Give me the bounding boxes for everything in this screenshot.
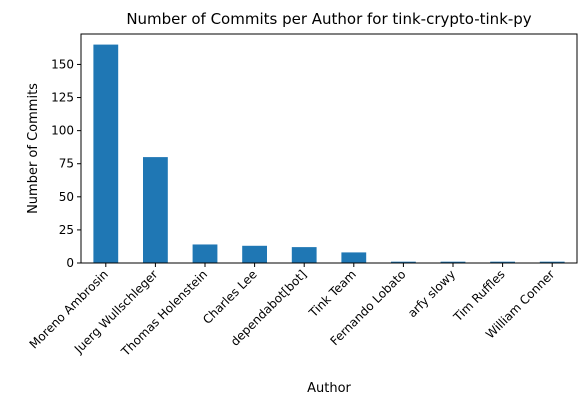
y-tick-label: 75 xyxy=(59,157,74,171)
bar xyxy=(440,261,466,263)
x-tick-label: arfy slowy xyxy=(405,267,458,320)
x-tick-label: Tink Team xyxy=(306,267,359,320)
bar xyxy=(192,244,218,263)
y-axis-label: Number of Commits xyxy=(26,83,41,214)
y-axis: 0 25 50 75 100 125 150 xyxy=(51,57,81,270)
bar xyxy=(539,261,565,263)
y-tick-label: 25 xyxy=(59,223,74,237)
x-tick-label: Juerg Wullschleger xyxy=(71,267,160,356)
bar xyxy=(143,157,168,263)
bars-group xyxy=(93,44,565,263)
bar xyxy=(490,261,515,263)
y-tick-label: 50 xyxy=(59,190,74,204)
plot-frame xyxy=(80,33,578,264)
bar xyxy=(291,247,317,263)
y-tick-label: 0 xyxy=(66,256,74,270)
bar xyxy=(341,252,367,263)
x-axis-label: Author xyxy=(307,381,351,396)
x-tick-label: Thomas Holenstein xyxy=(118,267,210,359)
bar xyxy=(391,261,416,263)
bar xyxy=(242,245,267,263)
bar xyxy=(93,44,119,263)
y-tick-label: 150 xyxy=(51,57,74,71)
y-tick-label: 100 xyxy=(51,124,74,138)
y-tick-label: 125 xyxy=(51,91,74,105)
chart-title: Number of Commits per Author for tink-cr… xyxy=(126,10,531,28)
